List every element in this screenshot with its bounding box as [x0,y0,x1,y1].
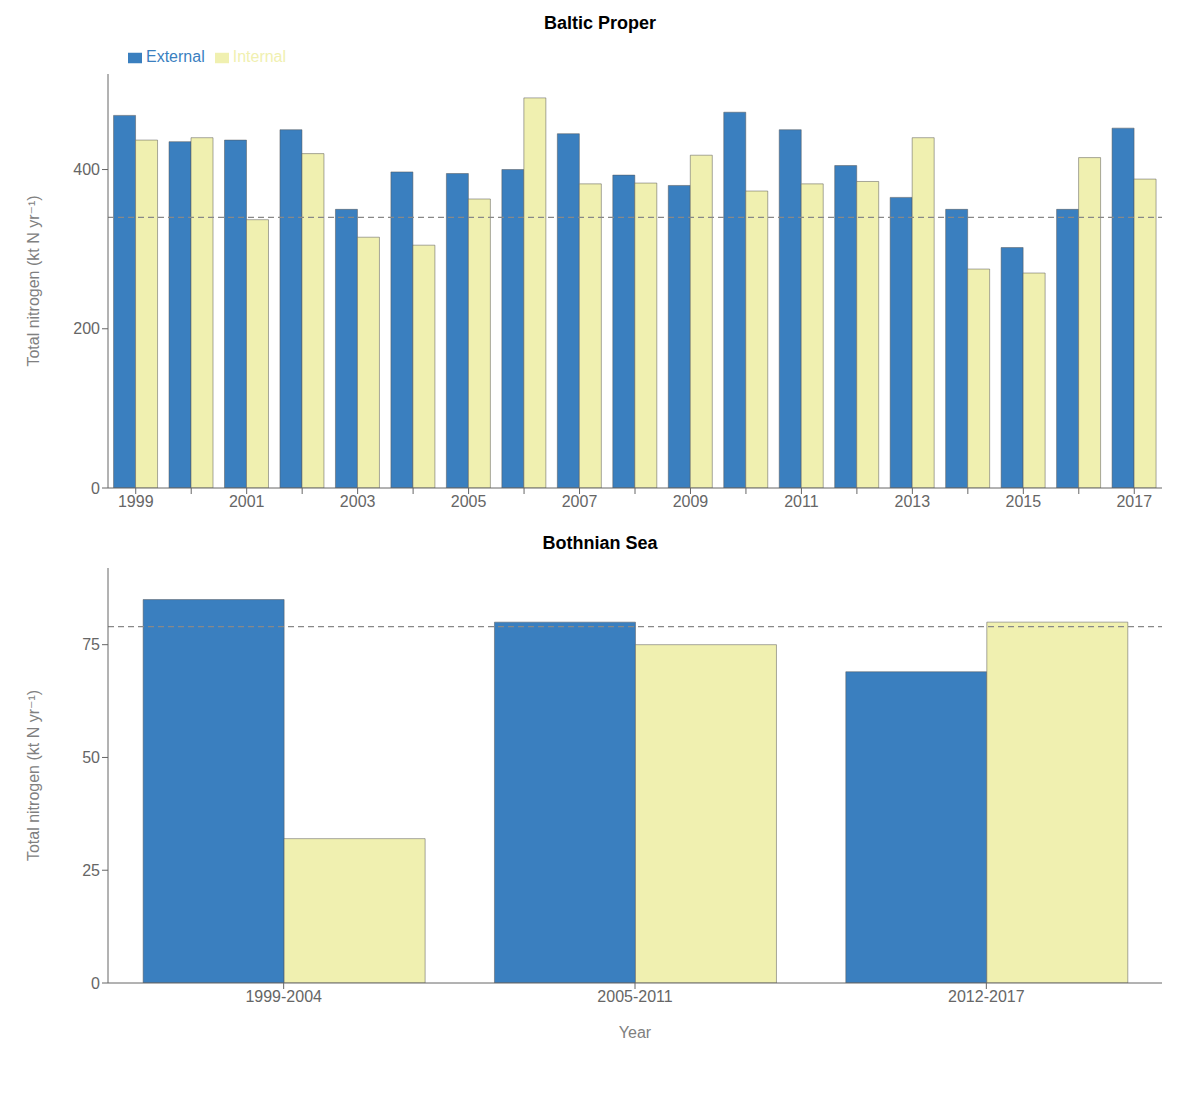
html-text:External: External [146,48,205,65]
html-text:Internal: Internal [232,48,287,65]
svg-text:0: 0 [91,480,100,497]
svg-text:Year: Year [619,1024,652,1041]
svg-text:1999-2004: 1999-2004 [245,988,322,1005]
svg-text:75: 75 [82,636,100,653]
svg-text:2013: 2013 [895,493,931,510]
svg-text:400: 400 [73,161,100,178]
svg-text:2005: 2005 [451,493,487,510]
svg-text:2003: 2003 [340,493,376,510]
svg-text:Total nitrogen (kt N yr⁻¹): Total nitrogen (kt N yr⁻¹) [25,690,42,861]
html-text:Baltic Proper: Baltic Proper [544,13,656,33]
svg-text:2015: 2015 [1006,493,1042,510]
svg-text:1999: 1999 [118,493,154,510]
svg-text:2011: 2011 [784,493,819,510]
svg-text:25: 25 [82,862,100,879]
svg-text:0: 0 [91,975,100,992]
html-text:Bothnian Sea: Bothnian Sea [542,533,658,553]
svg-text:2001: 2001 [229,493,265,510]
svg-text:Total nitrogen (kt N yr⁻¹): Total nitrogen (kt N yr⁻¹) [25,195,42,366]
svg-text:2012-2017: 2012-2017 [948,988,1025,1005]
svg-text:2017: 2017 [1116,493,1152,510]
svg-text:2005-2011: 2005-2011 [597,988,672,1005]
svg-text:2007: 2007 [562,493,598,510]
svg-text:200: 200 [73,320,100,337]
svg-text:2009: 2009 [673,493,709,510]
svg-text:50: 50 [82,749,100,766]
